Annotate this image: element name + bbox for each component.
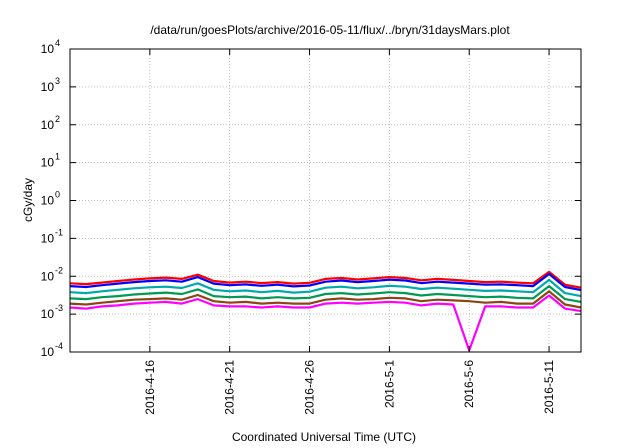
y-tick-label: 10 bbox=[41, 194, 55, 208]
series-line-1 bbox=[69, 270, 582, 289]
y-tick-label: 10 bbox=[41, 231, 55, 245]
y-tick-label: 10 bbox=[41, 42, 55, 56]
y-tick-exponent: -4 bbox=[55, 341, 63, 351]
y-tick-exponent: 0 bbox=[55, 190, 60, 200]
y-tick-exponent: 2 bbox=[55, 114, 60, 124]
series-line-2 bbox=[69, 272, 582, 292]
x-tick-label: 2016-5-6 bbox=[462, 360, 476, 408]
series-layer bbox=[69, 270, 582, 352]
chart-title: /data/run/goesPlots/archive/2016-05-11/f… bbox=[150, 23, 510, 37]
y-tick-exponent: 4 bbox=[55, 38, 60, 48]
x-tick-label: 2016-5-1 bbox=[382, 360, 396, 408]
y-tick-label: 10 bbox=[41, 345, 55, 359]
y-tick-exponent: -2 bbox=[55, 265, 63, 275]
y-tick-label: 10 bbox=[41, 269, 55, 283]
series-line-6 bbox=[69, 294, 582, 352]
y-tick-label: 10 bbox=[41, 307, 55, 321]
y-tick-exponent: -1 bbox=[55, 227, 63, 237]
y-tick-exponent: 1 bbox=[55, 152, 60, 162]
y-tick-label: 10 bbox=[41, 156, 55, 170]
series-line-5 bbox=[69, 290, 582, 309]
y-tick-exponent: 3 bbox=[55, 76, 60, 86]
x-tick-label: 2016-4-21 bbox=[223, 360, 237, 415]
y-tick-label: 10 bbox=[41, 118, 55, 132]
series-line-4 bbox=[69, 285, 582, 303]
y-tick-exponent: -3 bbox=[55, 303, 63, 313]
x-tick-label: 2016-4-16 bbox=[143, 360, 157, 415]
x-tick-label: 2016-4-26 bbox=[303, 360, 317, 415]
y-axis-label: cGy/day bbox=[21, 178, 35, 222]
series-line-3 bbox=[69, 278, 582, 298]
y-tick-label: 10 bbox=[41, 80, 55, 94]
x-axis-label: Coordinated Universal Time (UTC) bbox=[232, 430, 416, 444]
x-tick-label: 2016-5-11 bbox=[542, 360, 556, 414]
